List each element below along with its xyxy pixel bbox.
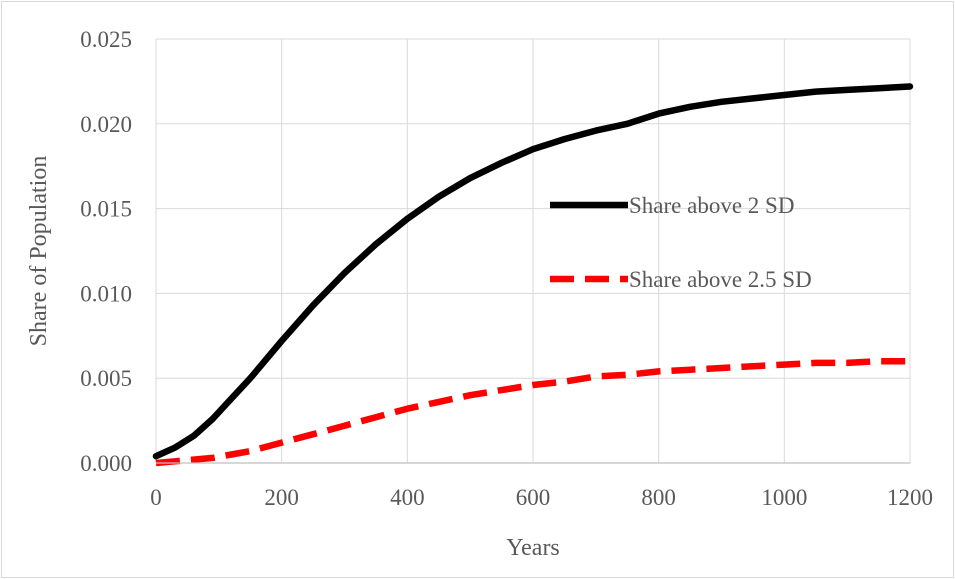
y-tick-label: 0.015: [80, 197, 132, 222]
x-tick-label: 1000: [761, 485, 807, 510]
legend-label-2: Share above 2.5 SD: [629, 267, 812, 292]
legend-label-1: Share above 2 SD: [629, 193, 794, 218]
x-axis-ticks: 0 200 400 600 800 1000 1200: [150, 485, 933, 510]
y-tick-label: 0.025: [80, 27, 132, 52]
x-tick-label: 800: [641, 485, 676, 510]
x-tick-label: 1200: [887, 485, 933, 510]
x-tick-label: 400: [390, 485, 425, 510]
x-axis-title: Years: [506, 535, 560, 561]
y-axis-title: Share of Population: [26, 156, 52, 347]
gridlines: [155, 38, 911, 463]
x-tick-label: 200: [264, 485, 299, 510]
x-tick-label: 0: [150, 485, 162, 510]
y-tick-label: 0.005: [80, 366, 132, 391]
series-line-1: [152, 83, 914, 460]
y-tick-label: 0.000: [80, 451, 132, 476]
y-tick-label: 0.020: [80, 112, 132, 137]
legend: Share above 2 SD Share above 2.5 SD: [550, 193, 812, 292]
series-lines: [152, 83, 914, 467]
x-tick-label: 600: [516, 485, 551, 510]
y-tick-label: 0.010: [80, 281, 132, 306]
y-axis-ticks: 0.000 0.005 0.010 0.015 0.020 0.025: [80, 27, 132, 476]
series-line-2: [155, 357, 910, 467]
